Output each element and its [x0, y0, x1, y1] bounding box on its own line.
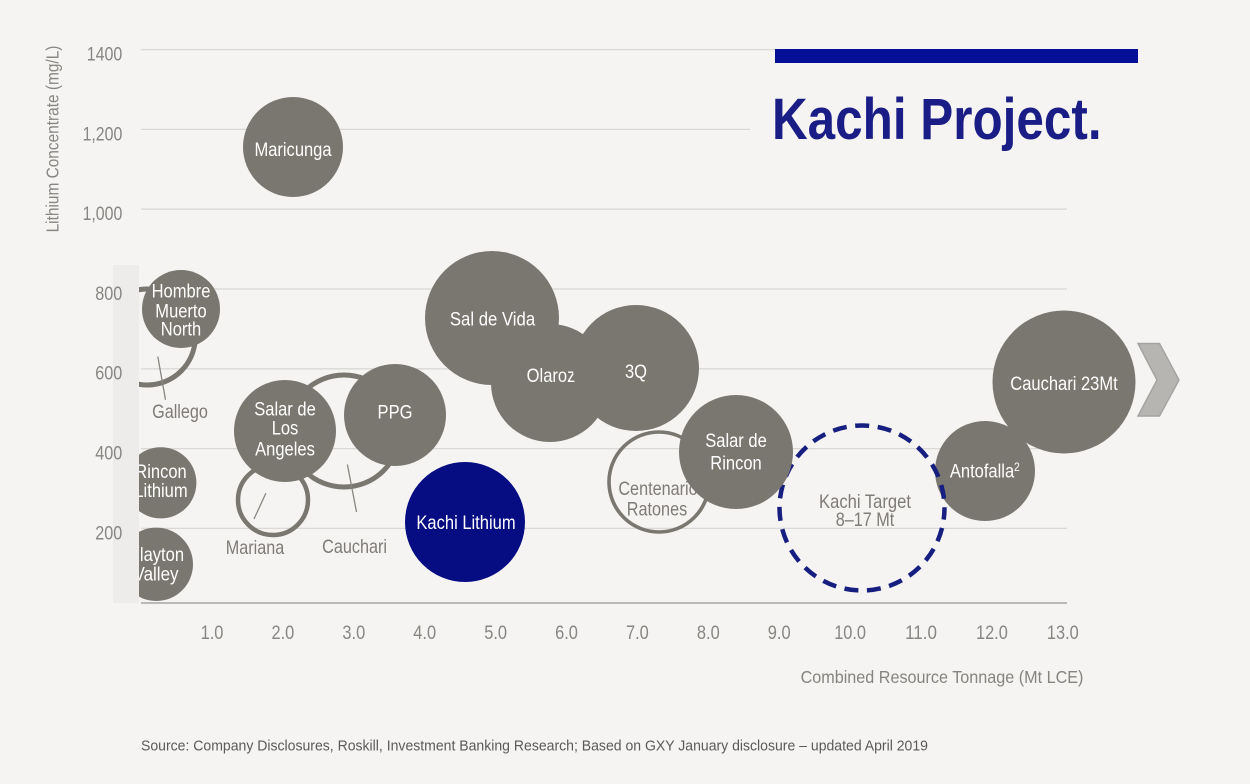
svg-text:Clayton: Clayton: [128, 544, 184, 565]
svg-text:1400: 1400: [87, 43, 123, 65]
svg-text:4.0: 4.0: [413, 622, 436, 643]
svg-text:Maricunga: Maricunga: [254, 139, 331, 160]
svg-text:6.0: 6.0: [555, 622, 578, 643]
svg-text:8–17 Mt: 8–17 Mt: [836, 509, 895, 531]
svg-text:Hombre: Hombre: [152, 280, 211, 301]
svg-text:Cauchari 23Mt: Cauchari 23Mt: [1010, 373, 1117, 394]
svg-text:9.0: 9.0: [768, 622, 791, 643]
svg-text:Centenario: Centenario: [618, 478, 697, 500]
svg-text:5.0: 5.0: [484, 622, 507, 643]
svg-text:10.0: 10.0: [834, 622, 866, 643]
svg-text:600: 600: [95, 362, 122, 384]
svg-text:Kachi Project.: Kachi Project.: [772, 87, 1102, 152]
svg-text:3.0: 3.0: [342, 622, 365, 643]
svg-text:Kachi Lithium: Kachi Lithium: [416, 512, 515, 533]
svg-text:Muerto: Muerto: [155, 300, 206, 321]
svg-text:PPG: PPG: [378, 401, 413, 422]
svg-text:8.0: 8.0: [697, 622, 720, 643]
svg-text:1,000: 1,000: [83, 203, 123, 225]
svg-text:Combined Resource Tonnage (Mt: Combined Resource Tonnage (Mt LCE): [801, 667, 1084, 687]
svg-text:Ratones: Ratones: [627, 498, 688, 520]
svg-text:3Q: 3Q: [625, 361, 647, 382]
svg-text:Angeles: Angeles: [255, 438, 315, 459]
svg-text:1.0: 1.0: [201, 622, 224, 643]
svg-text:Los: Los: [272, 418, 299, 439]
svg-text:12.0: 12.0: [976, 622, 1008, 643]
svg-text:North: North: [161, 319, 201, 340]
svg-text:Kachi Target: Kachi Target: [819, 491, 911, 512]
svg-text:Rincon: Rincon: [710, 452, 761, 473]
svg-text:7.0: 7.0: [626, 622, 649, 643]
svg-text:11.0: 11.0: [905, 622, 937, 643]
svg-text:Lithium Concentrate (mg/L): Lithium Concentrate (mg/L): [42, 46, 62, 233]
svg-text:2.0: 2.0: [272, 622, 295, 643]
svg-text:Salar de: Salar de: [705, 430, 767, 451]
svg-text:200: 200: [95, 522, 122, 544]
svg-text:Olaroz: Olaroz: [527, 365, 576, 386]
svg-text:Rincon: Rincon: [135, 461, 186, 482]
svg-text:13.0: 13.0: [1047, 622, 1079, 643]
svg-text:Valley: Valley: [133, 563, 178, 584]
svg-text:800: 800: [95, 283, 122, 305]
svg-text:400: 400: [95, 442, 122, 464]
svg-text:Source: Company Disclosures, R: Source: Company Disclosures, Roskill, In…: [141, 738, 928, 755]
svg-text:Gallego: Gallego: [152, 401, 208, 423]
svg-text:Mariana: Mariana: [226, 537, 285, 559]
svg-text:Sal de Vida: Sal de Vida: [450, 308, 535, 329]
svg-text:Antofalla: Antofalla: [950, 460, 1014, 481]
svg-text:Lithium: Lithium: [134, 480, 187, 501]
svg-text:1,200: 1,200: [83, 123, 123, 145]
svg-text:Salar de: Salar de: [254, 399, 316, 420]
svg-text:2: 2: [1014, 461, 1020, 474]
svg-text:Cauchari: Cauchari: [322, 536, 387, 558]
